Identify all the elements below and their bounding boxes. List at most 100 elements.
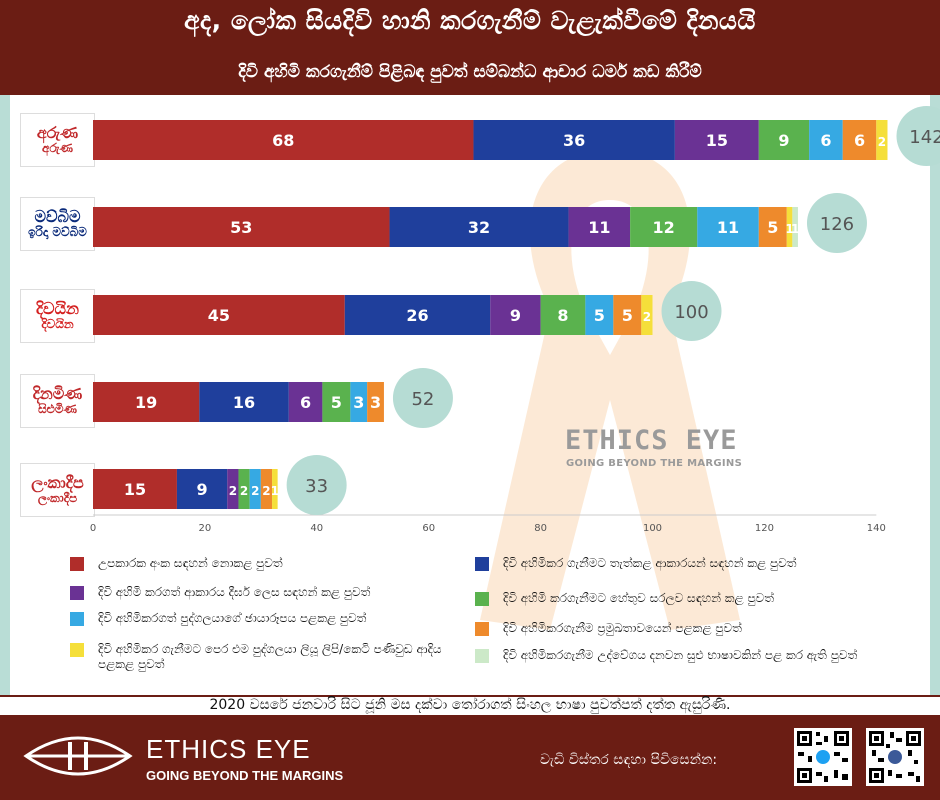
logo-line-2: ලංකාදීප	[37, 491, 78, 506]
bar-segment	[758, 207, 787, 247]
bar-segment	[238, 469, 250, 509]
legend-swatch	[475, 622, 489, 636]
bar-segment	[758, 120, 810, 160]
bar-value-label: 2	[229, 484, 237, 498]
source-note: 2020 වසරේ ජනවාරි සිට ජූනි මස දක්වා තෝරාග…	[0, 697, 940, 715]
bar-segment	[350, 382, 368, 422]
bar-segment	[473, 120, 675, 160]
bar-segment	[344, 295, 491, 335]
bar-value-label: 5	[622, 306, 633, 325]
legend-label: දිවි අහිමිකර ගැනීමට තැත්කළ ආකාරයන් සඳහන්…	[503, 556, 797, 570]
bar-segment	[792, 207, 798, 247]
newspaper-logo: දිනමිණ සිළුමිණ	[20, 374, 95, 428]
bar-value-label: 8	[557, 306, 568, 325]
newspaper-logo: අරුණ අරුණ	[20, 113, 95, 167]
awareness-ribbon-icon	[480, 150, 740, 630]
total-bubble	[806, 193, 867, 253]
legend-label: උපකාරක අංක සඳහන් නොකළ පුවත්	[98, 556, 283, 570]
bar-segment	[249, 469, 261, 509]
bar-value-label: 1	[791, 222, 799, 236]
bar-value-label: 9	[778, 131, 789, 150]
bar-value-label: 9	[510, 306, 521, 325]
total-bubble	[392, 368, 453, 428]
legend-swatch	[475, 649, 489, 663]
bar-segment	[260, 469, 273, 509]
legend-label: දිවි අහිමිකරගත් පුද්ගලයාගේ ඡායාරූපය පළකළ…	[98, 611, 367, 625]
legend-item: දිවි අහිමිකර ගැනීමට පෙර එම පුද්ගලයා ලියූ…	[70, 642, 465, 672]
bar-segment	[389, 207, 569, 247]
bar-segment	[322, 382, 351, 422]
total-value-label: 33	[305, 476, 328, 497]
bar-segment	[697, 207, 759, 247]
logo-line-1: ලංකාදීප	[31, 472, 84, 492]
bar-segment	[93, 469, 177, 509]
newspaper-logo: දිවයින දිවයින	[20, 289, 95, 343]
x-tick-label: 120	[755, 523, 774, 534]
bar-value-label: 2	[240, 484, 248, 498]
bar-value-label: 2	[262, 484, 270, 498]
legend-label: දිවි අහිමිකරගැනීම උද්වේගය දනවන සුළු භාෂා…	[503, 648, 858, 662]
legend-swatch	[475, 592, 489, 606]
bar-value-label: 5	[331, 393, 342, 412]
total-value-label: 126	[820, 214, 854, 235]
bar-value-label: 5	[767, 218, 778, 237]
bar-value-label: 11	[588, 218, 610, 237]
legend-item: දිවි අහිමිකරගැනීම උද්වේගය දනවන සුළු භාෂා…	[475, 648, 895, 663]
bar-segment	[568, 207, 631, 247]
bar-segment	[367, 382, 384, 422]
bar-value-label: 53	[230, 218, 252, 237]
logo-line-1: දිනමිණ	[32, 383, 83, 403]
left-teal-border	[0, 95, 10, 695]
bar-value-label: 1	[785, 222, 793, 236]
watermark-brand: ETHICS EYE	[565, 425, 738, 456]
newspaper-logo: මව්බිම ඉරිදා මව්බිම	[20, 197, 95, 251]
bar-value-label: 9	[197, 480, 208, 499]
bar-value-label: 19	[135, 393, 157, 412]
x-tick-label: 140	[867, 523, 886, 534]
bar-segment	[613, 295, 642, 335]
bar-value-label: 11	[717, 218, 739, 237]
legend-label: දිවි අහිමිකර ගැනීමට පෙර එම පුද්ගලයා ලියූ…	[98, 642, 442, 671]
logo-line-2: අරුණ	[42, 141, 73, 156]
legend-label: දිවි අහිමි කරගැනීමට හේතුව සරලව සඳහන් කළ …	[503, 591, 775, 605]
bar-segment	[809, 120, 843, 160]
bar-segment	[490, 295, 541, 335]
bar-segment	[93, 207, 390, 247]
header-banner: අද, ලෝක සියදිවි හානි කරගැනීම් වැළැක්වීමේ…	[0, 0, 940, 92]
total-bubble	[661, 281, 722, 341]
legend-swatch	[475, 557, 489, 571]
footer-brand-name: ETHICS EYE	[146, 734, 311, 764]
bar-value-label: 32	[468, 218, 490, 237]
ethics-eye-logo-icon	[23, 736, 133, 776]
twitter-qr-code-icon[interactable]	[794, 728, 852, 786]
bar-value-label: 26	[406, 306, 428, 325]
bar-value-label: 3	[370, 393, 381, 412]
legend-item: උපකාරක අංක සඳහන් නොකළ පුවත්	[70, 556, 465, 571]
x-tick-label: 80	[534, 523, 547, 534]
bar-segment	[199, 382, 289, 422]
page-subtitle: දිවි අහිමි කරගැනීම් පිළිබඳ පුවත් සම්බන්ධ…	[238, 62, 702, 82]
bar-value-label: 36	[563, 131, 585, 150]
bar-value-label: 2	[251, 484, 259, 498]
total-bubble	[286, 455, 347, 515]
legend-swatch	[70, 586, 84, 600]
footer-brand-tagline: GOING BEYOND THE MARGINS	[146, 768, 344, 783]
legend-item: දිවි අහිමි කරගැනීමට හේතුව සරලව සඳහන් කළ …	[475, 591, 895, 606]
x-tick-label: 100	[643, 523, 662, 534]
watermark-tagline: GOING BEYOND THE MARGINS	[566, 458, 743, 469]
bar-value-label: 12	[653, 218, 675, 237]
bar-segment	[786, 207, 793, 247]
x-tick-label: 40	[310, 523, 323, 534]
logo-line-2: දිවයින	[41, 317, 74, 332]
legend-item: දිවි අහිමි කරගත් ආකාරය දීර්ඝ ලෙස සඳහන් ක…	[70, 585, 465, 600]
bar-segment	[227, 469, 239, 509]
logo-line-1: අරුණ	[36, 122, 79, 142]
legend-label: දිවි අහිමි කරගත් ආකාරය දීර්ඝ ලෙස සඳහන් ක…	[98, 585, 371, 599]
bar-value-label: 6	[820, 131, 831, 150]
bar-segment	[842, 120, 877, 160]
facebook-qr-code-icon[interactable]	[866, 728, 924, 786]
bar-value-label: 15	[706, 131, 728, 150]
legend-swatch	[70, 612, 84, 626]
x-tick-label: 0	[90, 523, 96, 534]
